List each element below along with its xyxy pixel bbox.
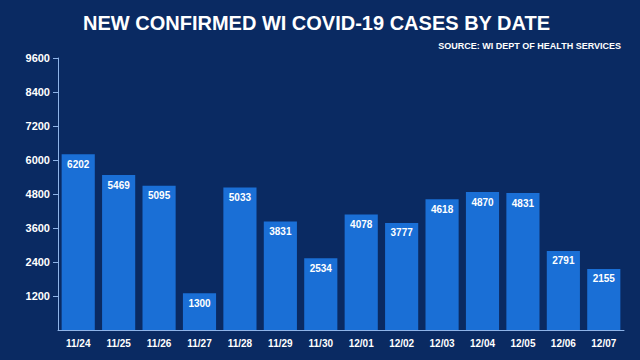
svg-text:1200: 1200 bbox=[26, 290, 50, 302]
svg-text:11/27: 11/27 bbox=[187, 338, 212, 349]
svg-text:4870: 4870 bbox=[471, 197, 494, 208]
svg-text:4078: 4078 bbox=[350, 219, 373, 230]
svg-text:1300: 1300 bbox=[188, 298, 211, 309]
svg-text:11/24: 11/24 bbox=[66, 338, 91, 349]
svg-text:11/28: 11/28 bbox=[228, 338, 253, 349]
svg-text:2534: 2534 bbox=[310, 263, 333, 274]
svg-text:12/04: 12/04 bbox=[470, 338, 495, 349]
svg-text:12/07: 12/07 bbox=[591, 338, 616, 349]
svg-text:11/29: 11/29 bbox=[268, 338, 293, 349]
svg-text:12/02: 12/02 bbox=[389, 338, 414, 349]
svg-text:5033: 5033 bbox=[229, 192, 252, 203]
svg-text:12/05: 12/05 bbox=[510, 338, 535, 349]
svg-text:2791: 2791 bbox=[552, 255, 575, 266]
svg-text:12/03: 12/03 bbox=[430, 338, 455, 349]
svg-text:8400: 8400 bbox=[26, 86, 50, 98]
svg-text:11/26: 11/26 bbox=[147, 338, 172, 349]
svg-text:5469: 5469 bbox=[108, 180, 131, 191]
svg-text:3831: 3831 bbox=[269, 226, 292, 237]
svg-text:11/30: 11/30 bbox=[309, 338, 334, 349]
svg-text:6202: 6202 bbox=[67, 159, 90, 170]
svg-text:2155: 2155 bbox=[593, 273, 616, 284]
svg-text:7200: 7200 bbox=[26, 120, 50, 132]
svg-text:SOURCE: WI DEPT OF HEALTH SERV: SOURCE: WI DEPT OF HEALTH SERVICES bbox=[438, 41, 621, 51]
svg-text:12/06: 12/06 bbox=[551, 338, 576, 349]
svg-text:4618: 4618 bbox=[431, 204, 454, 215]
svg-text:3777: 3777 bbox=[391, 227, 414, 238]
svg-text:11/25: 11/25 bbox=[106, 338, 131, 349]
svg-text:9600: 9600 bbox=[26, 52, 50, 64]
svg-text:4831: 4831 bbox=[512, 198, 535, 209]
svg-text:3600: 3600 bbox=[26, 222, 50, 234]
svg-text:NEW CONFIRMED WI COVID-19 CASE: NEW CONFIRMED WI COVID-19 CASES BY DATE bbox=[83, 12, 550, 34]
svg-text:12/01: 12/01 bbox=[349, 338, 374, 349]
svg-text:6000: 6000 bbox=[26, 154, 50, 166]
svg-text:5095: 5095 bbox=[148, 190, 171, 201]
svg-text:4800: 4800 bbox=[26, 188, 50, 200]
svg-text:2400: 2400 bbox=[26, 256, 50, 268]
